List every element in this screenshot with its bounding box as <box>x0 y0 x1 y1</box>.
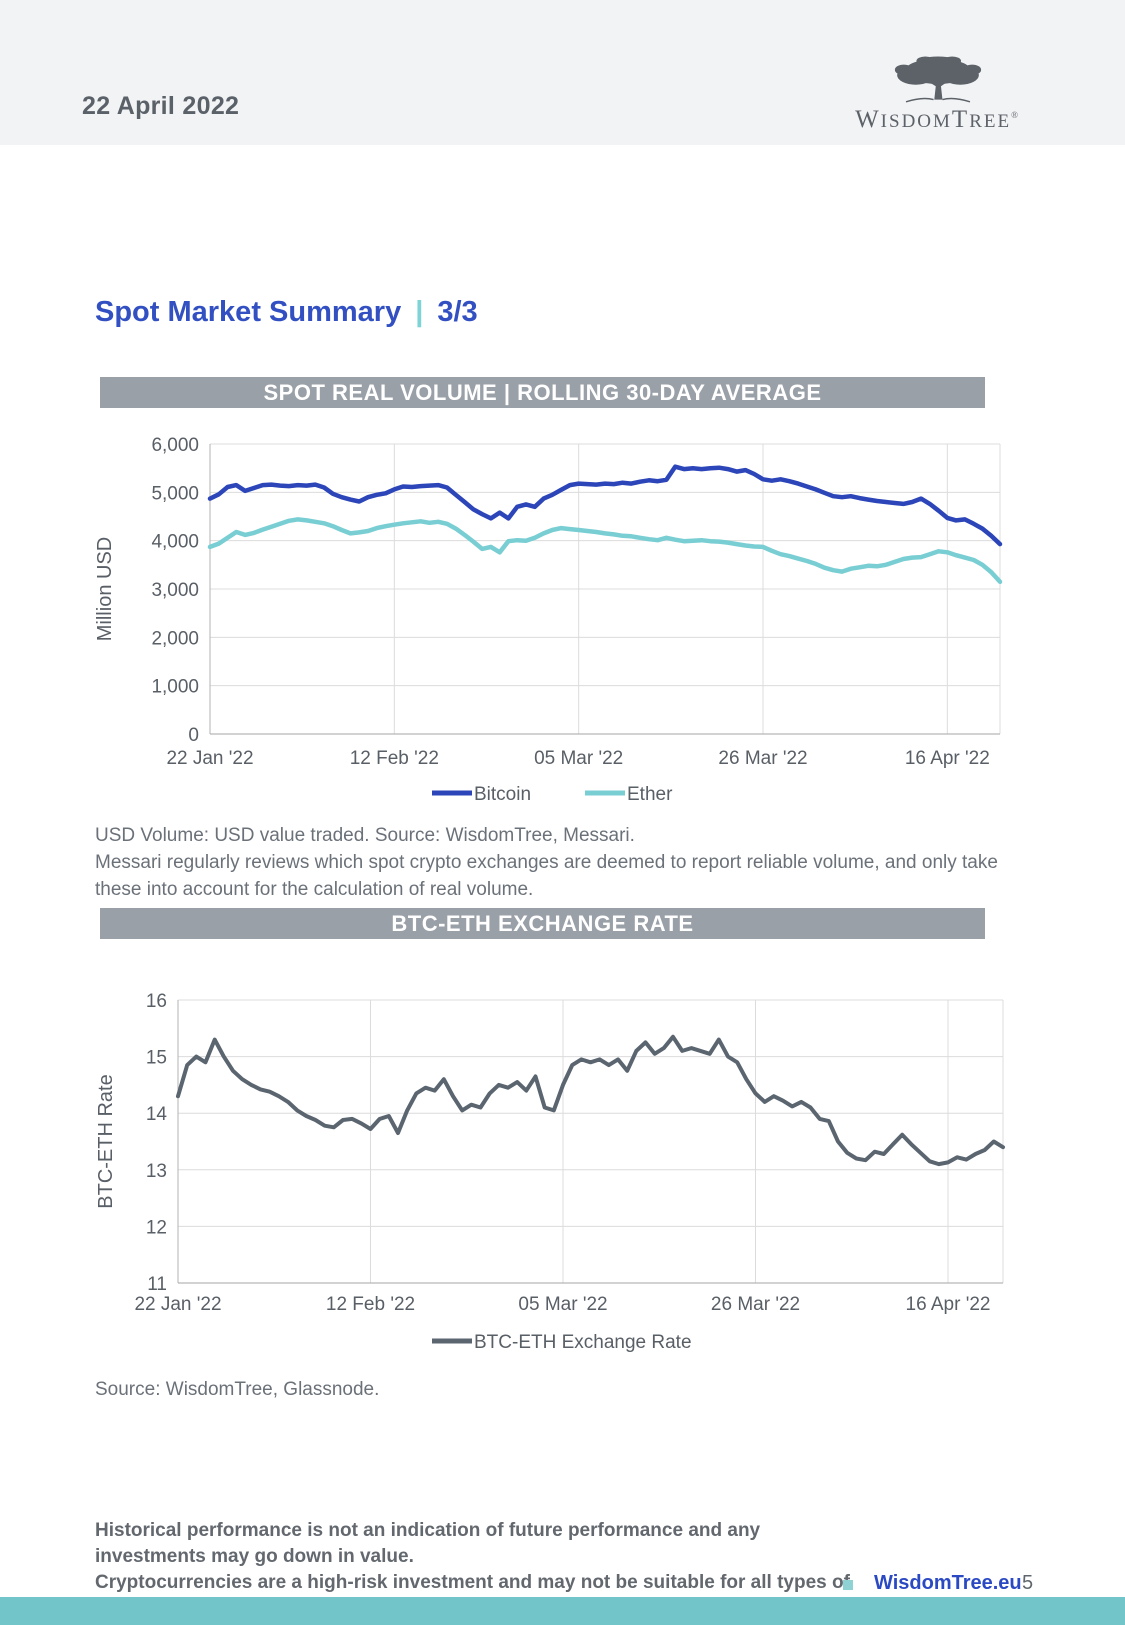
report-date: 22 April 2022 <box>82 92 240 120</box>
registered-mark: ® <box>1011 110 1020 120</box>
svg-text:22 Jan '22: 22 Jan '22 <box>166 748 253 769</box>
svg-text:14: 14 <box>146 1104 168 1125</box>
brand-wordmark: WISDOMTREE® <box>855 106 1020 134</box>
bottom-teal-bar <box>0 1597 1125 1625</box>
page-fraction: 3/3 <box>437 296 478 328</box>
svg-text:Million USD: Million USD <box>95 537 116 641</box>
page-title-text: Spot Market Summary <box>95 296 402 328</box>
svg-text:05 Mar '22: 05 Mar '22 <box>518 1294 607 1315</box>
chart1-footnote-line1: USD Volume: USD value traded. Source: Wi… <box>95 825 635 846</box>
wordmark-part: ISDOM <box>880 111 952 132</box>
page-number: 5 <box>1022 1572 1034 1594</box>
wordmark-part: W <box>855 106 881 133</box>
svg-text:11: 11 <box>147 1274 167 1295</box>
chart2-footnote: Source: WisdomTree, Glassnode. <box>95 1379 380 1400</box>
wisdomtree-eu-link[interactable]: WisdomTree.eu <box>874 1572 1022 1594</box>
wordmark-part: REE <box>969 111 1012 132</box>
chart-title-bar-spot-real-volume: SPOT REAL VOLUME | ROLLING 30-DAY AVERAG… <box>100 377 985 408</box>
svg-text:26 Mar '22: 26 Mar '22 <box>718 748 807 769</box>
svg-text:6,000: 6,000 <box>151 435 199 456</box>
disclaimer-line: Historical performance is not an indicat… <box>95 1520 761 1567</box>
svg-text:BTC-ETH Rate: BTC-ETH Rate <box>95 1074 117 1208</box>
chart1-footnote: USD Volume: USD value traded. Source: Wi… <box>95 822 1000 903</box>
teal-square-bullet-icon <box>843 1580 853 1590</box>
chart-title-bar-btc-eth-rate: BTC-ETH EXCHANGE RATE <box>100 908 985 939</box>
svg-text:12 Feb '22: 12 Feb '22 <box>326 1294 415 1315</box>
page-title: Spot Market Summary | 3/3 <box>95 296 478 329</box>
svg-text:16 Apr '22: 16 Apr '22 <box>906 1294 991 1315</box>
wisdomtree-tree-icon <box>894 56 981 103</box>
spot-real-volume-chart: 0 1,000 2,000 3,000 4,000 5,000 6,000 22 Jan '2… <box>95 435 1003 805</box>
svg-text:0: 0 <box>188 725 199 746</box>
svg-text:5,000: 5,000 <box>151 483 199 504</box>
svg-text:3,000: 3,000 <box>151 580 199 601</box>
svg-text:2,000: 2,000 <box>151 628 199 649</box>
wordmark-part: T <box>951 106 970 133</box>
page-header: 22 April 2022 WISDOMTREE® <box>0 0 1125 145</box>
svg-text:05 Mar '22: 05 Mar '22 <box>534 748 623 769</box>
svg-text:12 Feb '22: 12 Feb '22 <box>350 748 439 769</box>
svg-text:22 Jan '22: 22 Jan '22 <box>134 1294 221 1315</box>
svg-text:13: 13 <box>146 1161 167 1182</box>
title-separator: | <box>415 296 424 328</box>
svg-text:Ether: Ether <box>627 784 673 805</box>
svg-text:15: 15 <box>146 1048 167 1069</box>
svg-text:16 Apr '22: 16 Apr '22 <box>905 748 990 769</box>
svg-text:16: 16 <box>146 991 167 1012</box>
btc-eth-exchange-rate-chart: 11 12 13 14 15 16 22 Jan '22 12 Feb '22 05 Mar '… <box>95 991 1005 1353</box>
chart1-footnote-line2: Messari regularly reviews which spot cry… <box>95 852 998 900</box>
svg-text:4,000: 4,000 <box>151 532 199 553</box>
svg-text:26 Mar '22: 26 Mar '22 <box>711 1294 800 1315</box>
brand-logo: WISDOMTREE® <box>855 52 1020 136</box>
svg-text:Bitcoin: Bitcoin <box>474 784 531 805</box>
footer-right: WisdomTree.eu 5 <box>836 1572 1066 1598</box>
svg-text:12: 12 <box>146 1217 167 1238</box>
svg-text:BTC-ETH Exchange Rate: BTC-ETH Exchange Rate <box>474 1332 692 1353</box>
svg-text:1,000: 1,000 <box>151 677 199 698</box>
